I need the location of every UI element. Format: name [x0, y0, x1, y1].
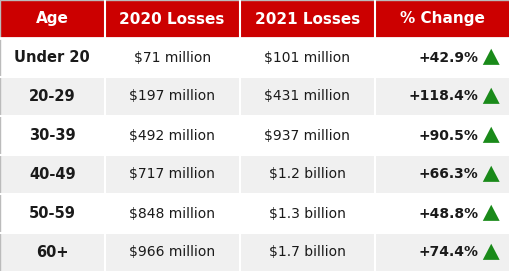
Text: $937 million: $937 million	[264, 128, 350, 143]
Bar	[374, 155, 509, 194]
Text: +48.8%: +48.8%	[417, 206, 477, 221]
Text: 50-59: 50-59	[29, 206, 75, 221]
Bar	[0, 77, 104, 116]
Bar	[374, 77, 509, 116]
Bar	[239, 0, 374, 38]
Polygon shape	[482, 49, 499, 65]
Text: 60+: 60+	[36, 245, 68, 260]
Text: $966 million: $966 million	[129, 246, 215, 259]
Bar	[0, 194, 104, 233]
Bar	[104, 0, 239, 38]
Text: $1.2 billion: $1.2 billion	[268, 168, 345, 181]
Text: +74.4%: +74.4%	[417, 246, 477, 259]
Polygon shape	[482, 244, 499, 260]
Text: % Change: % Change	[399, 11, 484, 26]
Bar	[239, 38, 374, 77]
Bar	[239, 194, 374, 233]
Bar	[374, 38, 509, 77]
Text: 2020 Losses: 2020 Losses	[119, 11, 224, 26]
Text: $431 million: $431 million	[264, 89, 350, 104]
Text: $197 million: $197 million	[129, 89, 215, 104]
Bar	[104, 194, 239, 233]
Bar	[374, 116, 509, 155]
Text: $492 million: $492 million	[129, 128, 215, 143]
Text: 20-29: 20-29	[29, 89, 75, 104]
Bar	[0, 0, 104, 38]
Bar	[239, 77, 374, 116]
Bar	[374, 194, 509, 233]
Text: 40-49: 40-49	[29, 167, 75, 182]
Text: $71 million: $71 million	[133, 51, 210, 64]
Bar	[374, 0, 509, 38]
Text: +42.9%: +42.9%	[417, 51, 477, 64]
Bar	[104, 155, 239, 194]
Bar	[104, 116, 239, 155]
Text: +66.3%: +66.3%	[418, 168, 477, 181]
Text: Under 20: Under 20	[14, 50, 90, 65]
Bar	[239, 155, 374, 194]
Text: +118.4%: +118.4%	[408, 89, 477, 104]
Text: +90.5%: +90.5%	[418, 128, 477, 143]
Bar	[239, 116, 374, 155]
Polygon shape	[482, 88, 499, 104]
Text: $101 million: $101 million	[264, 51, 350, 64]
Bar	[104, 77, 239, 116]
Bar	[0, 116, 104, 155]
Bar	[104, 38, 239, 77]
Text: $848 million: $848 million	[129, 206, 215, 221]
Bar	[239, 233, 374, 272]
Text: Age: Age	[36, 11, 69, 26]
Text: 30-39: 30-39	[29, 128, 75, 143]
Bar	[374, 233, 509, 272]
Bar	[104, 233, 239, 272]
Text: 2021 Losses: 2021 Losses	[254, 11, 359, 26]
Bar	[0, 38, 104, 77]
Text: $1.7 billion: $1.7 billion	[268, 246, 345, 259]
Polygon shape	[482, 127, 499, 143]
Text: $1.3 billion: $1.3 billion	[268, 206, 345, 221]
Bar	[0, 155, 104, 194]
Polygon shape	[482, 166, 499, 182]
Bar	[0, 233, 104, 272]
Text: $717 million: $717 million	[129, 168, 215, 181]
Polygon shape	[482, 205, 499, 221]
